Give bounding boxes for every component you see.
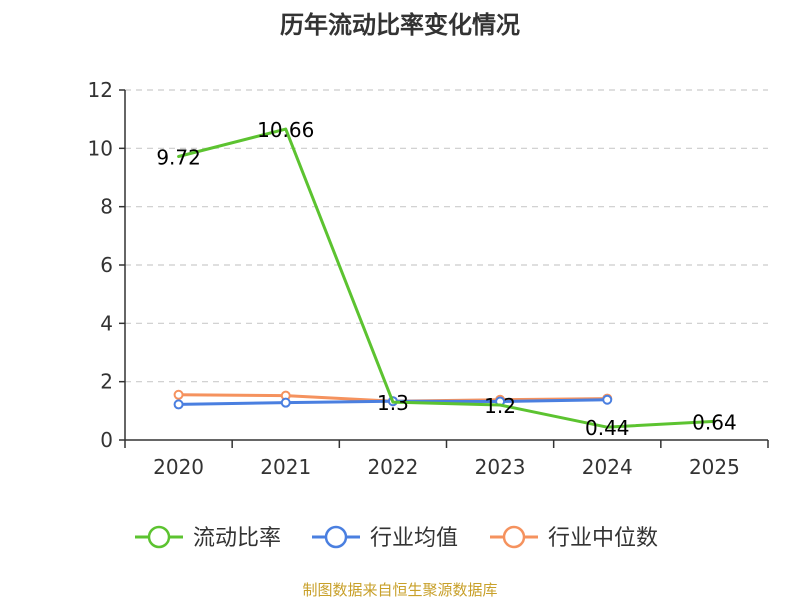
legend-item[interactable]: 流动比率 bbox=[135, 525, 281, 551]
x-tick-label: 2020 bbox=[153, 455, 204, 479]
source-note: 制图数据来自恒生聚源数据库 bbox=[302, 581, 497, 599]
x-tick-label: 2023 bbox=[475, 455, 526, 479]
y-tick-label: 0 bbox=[100, 428, 113, 452]
legend-marker bbox=[147, 525, 171, 549]
data-labels: 9.72 10.66 1.3 1.2 0.44 0.64 bbox=[156, 118, 736, 440]
data-label: 10.66 bbox=[257, 118, 314, 142]
x-tick-label: 2025 bbox=[689, 455, 740, 479]
legend-item[interactable]: 行业中位数 bbox=[490, 525, 658, 551]
data-label: 0.64 bbox=[692, 410, 737, 434]
legend-marker bbox=[502, 525, 526, 549]
chart-title: 历年流动比率变化情况 bbox=[280, 11, 520, 39]
data-label: 1.3 bbox=[377, 391, 409, 415]
grid-lines bbox=[125, 89, 768, 383]
data-label: 1.2 bbox=[484, 394, 516, 418]
series-lines bbox=[173, 127, 716, 429]
x-tick-label: 2021 bbox=[260, 455, 311, 479]
legend-label: 行业均值 bbox=[370, 526, 458, 551]
series-point bbox=[602, 394, 613, 405]
x-tick-label: 2022 bbox=[367, 455, 418, 479]
series-point bbox=[280, 397, 291, 408]
legend: 流动比率 行业均值 行业中位数 bbox=[135, 525, 658, 551]
y-tick-label: 6 bbox=[100, 253, 113, 277]
y-tick-label: 10 bbox=[88, 136, 113, 160]
series-point bbox=[173, 399, 184, 410]
series-point bbox=[173, 389, 184, 400]
x-tick-label: 2024 bbox=[582, 455, 633, 479]
y-tick-label: 4 bbox=[100, 311, 113, 335]
y-tick-label: 12 bbox=[88, 78, 113, 102]
series-line bbox=[177, 127, 716, 429]
series-0 bbox=[177, 127, 716, 429]
legend-marker bbox=[324, 525, 348, 549]
data-label: 9.72 bbox=[156, 146, 201, 170]
y-tick-label: 8 bbox=[100, 195, 113, 219]
axes: 0 2 4 6 8 10 12 2020 2021 2022 2023 2024 2025 bbox=[88, 78, 769, 479]
legend-label: 流动比率 bbox=[193, 526, 281, 551]
data-label: 0.44 bbox=[585, 416, 630, 440]
legend-item[interactable]: 行业均值 bbox=[312, 525, 458, 551]
y-tick-label: 2 bbox=[100, 370, 113, 394]
legend-label: 行业中位数 bbox=[548, 526, 658, 551]
